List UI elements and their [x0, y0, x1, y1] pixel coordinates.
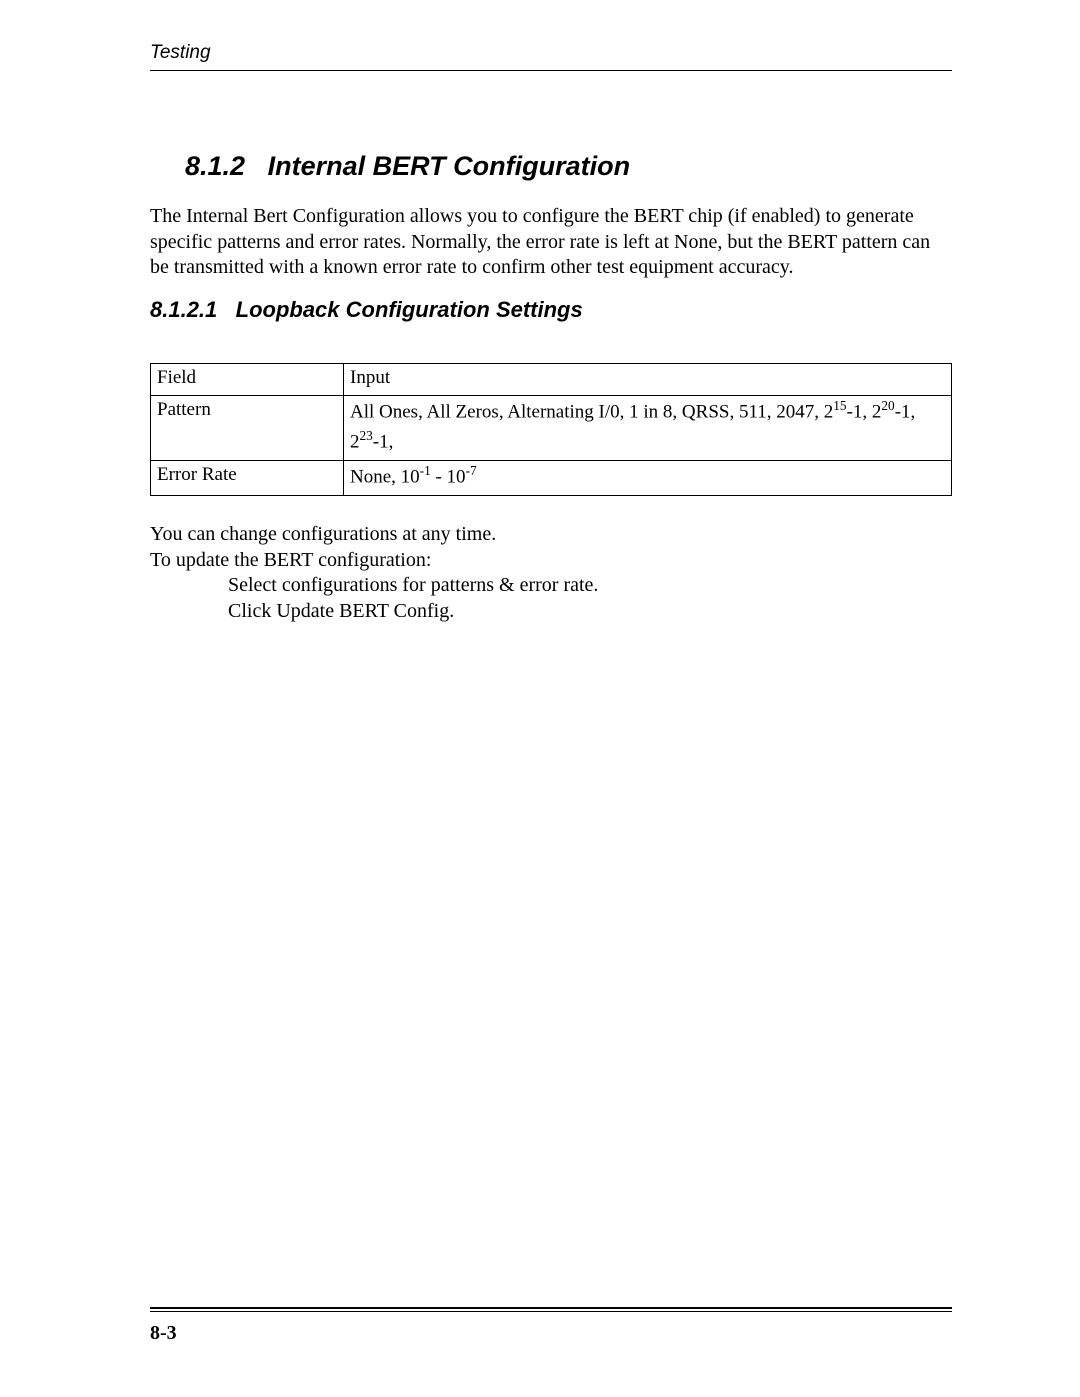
step-2: Click Update BERT Config.	[228, 599, 952, 625]
superscript: 23	[360, 428, 373, 443]
spacer	[150, 71, 952, 151]
cell-field-error-rate: Error Rate	[151, 461, 344, 496]
text-segment: All Ones, All Zeros, Alternating I/0, 1 …	[350, 402, 833, 423]
footer-rule-thick	[150, 1307, 952, 1309]
cell-input-error-rate: None, 10-1 - 10-7	[344, 461, 952, 496]
step-1: Select configurations for patterns & err…	[228, 573, 952, 599]
table-row: Error Rate None, 10-1 - 10-7	[151, 461, 952, 496]
cell-field-pattern: Pattern	[151, 396, 344, 461]
page: Testing 8.1.2 Internal BERT Configuratio…	[0, 0, 1080, 1397]
subsection-title-text: Loopback Configuration Settings	[236, 297, 583, 322]
superscript: -7	[466, 463, 477, 478]
superscript: 15	[833, 398, 846, 413]
superscript: 20	[881, 398, 894, 413]
section-number: 8.1.2	[185, 151, 245, 181]
config-table-wrap: Field Input Pattern All Ones, All Zeros,…	[150, 363, 952, 496]
section-heading: 8.1.2 Internal BERT Configuration	[185, 151, 952, 182]
header-label: Testing	[150, 42, 211, 63]
note-line-1: You can change configurations at any tim…	[150, 522, 952, 548]
table-header-field: Field	[151, 363, 344, 396]
running-header: Testing	[150, 42, 952, 64]
text-segment: -1,	[373, 432, 394, 453]
text-segment: - 10	[431, 466, 466, 487]
page-footer: 8-3	[150, 1307, 952, 1345]
subsection-heading: 8.1.2.1 Loopback Configuration Settings	[150, 297, 952, 323]
table-header-input: Input	[344, 363, 952, 396]
subsection-number: 8.1.2.1	[150, 297, 217, 322]
intro-paragraph: The Internal Bert Configuration allows y…	[150, 204, 952, 281]
config-table: Field Input Pattern All Ones, All Zeros,…	[150, 363, 952, 496]
after-table-block: You can change configurations at any tim…	[150, 522, 952, 624]
page-number: 8-3	[150, 1322, 952, 1345]
footer-rule-thin	[150, 1311, 952, 1312]
cell-input-pattern: All Ones, All Zeros, Alternating I/0, 1 …	[344, 396, 952, 461]
section-title-text: Internal BERT Configuration	[268, 151, 631, 181]
text-segment: None, 10	[350, 466, 420, 487]
note-line-2: To update the BERT configuration:	[150, 548, 952, 574]
table-row: Pattern All Ones, All Zeros, Alternating…	[151, 396, 952, 461]
table-header-row: Field Input	[151, 363, 952, 396]
superscript: -1	[420, 463, 431, 478]
text-segment: -1, 2	[847, 402, 882, 423]
